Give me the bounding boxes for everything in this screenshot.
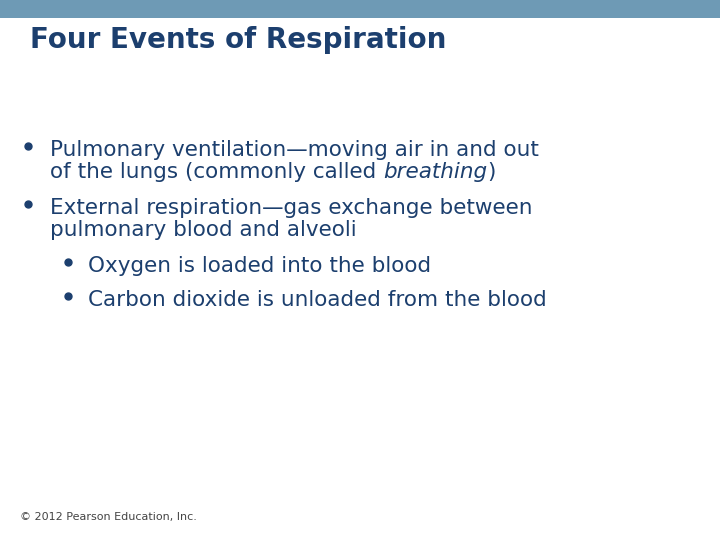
Text: of the lungs (commonly called: of the lungs (commonly called — [50, 162, 383, 182]
Text: breathing: breathing — [383, 162, 487, 182]
Bar — [0, 0, 720, 18]
Text: External respiration—gas exchange between: External respiration—gas exchange betwee… — [50, 198, 533, 218]
Text: ): ) — [487, 162, 495, 182]
Text: Carbon dioxide is unloaded from the blood: Carbon dioxide is unloaded from the bloo… — [88, 290, 546, 310]
Text: Four Events of Respiration: Four Events of Respiration — [30, 26, 446, 54]
Text: pulmonary blood and alveoli: pulmonary blood and alveoli — [50, 220, 356, 240]
Text: Oxygen is loaded into the blood: Oxygen is loaded into the blood — [88, 256, 431, 276]
Text: Pulmonary ventilation—moving air in and out: Pulmonary ventilation—moving air in and … — [50, 140, 539, 160]
Text: © 2012 Pearson Education, Inc.: © 2012 Pearson Education, Inc. — [20, 512, 197, 522]
